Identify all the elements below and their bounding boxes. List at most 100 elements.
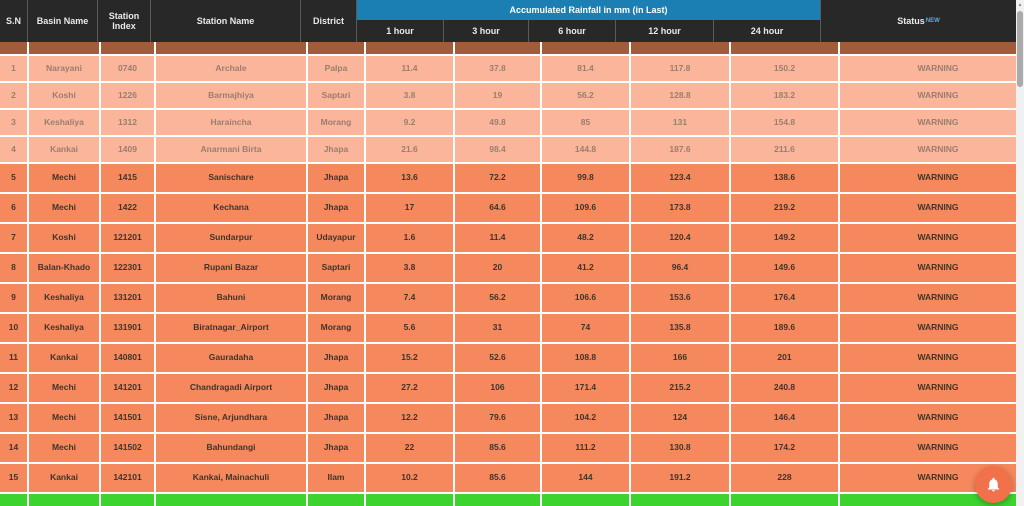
cell-rain-12-hour: 215.2 xyxy=(631,374,729,402)
table-row: 15 Kankai 142101 Kankai, Mainachuli Ilam 10.2… xyxy=(0,464,1024,492)
cell-station-index: 140801 xyxy=(101,344,154,372)
cell-rain-3-hour: 37.8 xyxy=(455,56,540,81)
cell-rain-1-hour: 21.6 xyxy=(366,137,453,162)
cell-rain-3-hour: 31 xyxy=(455,314,540,342)
cell-rain-12-hour: 117.8 xyxy=(631,56,729,81)
cell-rain-24-hour: 150.2 xyxy=(731,56,838,81)
table-row: 3 Keshaliya 1312 Haraincha Morang 9.2 49.8 85 13… xyxy=(0,110,1024,135)
cell-basin-name: Keshaliya xyxy=(29,284,99,312)
cell-sn: 14 xyxy=(0,434,27,462)
cell-station-name: Chandragadi Airport xyxy=(156,374,306,402)
cell-status: WARNING xyxy=(840,374,1024,402)
cell-rain-1-hour: 27.2 xyxy=(366,374,453,402)
cell-rain-24-hour: 228 xyxy=(731,464,838,492)
cell-rain-24-hour: 183.2 xyxy=(731,83,838,108)
cell-rain-6-hour: 74 xyxy=(542,314,629,342)
cell-rain-1-hour: 3.8 xyxy=(366,254,453,282)
cell-district: Saptari xyxy=(308,83,364,108)
cell-status: WARNING xyxy=(840,224,1024,252)
cell-station-name: Kankai, Mainachuli xyxy=(156,464,306,492)
cell-district: Jhapa xyxy=(308,194,364,222)
table-row: 4 Kankai 1409 Anarmani Birta Jhapa 21.6 98.4 14… xyxy=(0,137,1024,162)
cell-station-index: 142101 xyxy=(101,464,154,492)
column-header-basin-name: Basin Name xyxy=(27,0,97,42)
cell-station-name: Archale xyxy=(156,56,306,81)
clipped-cell xyxy=(840,494,1024,506)
cell-district: Jhapa xyxy=(308,137,364,162)
column-header-3-hour: 3 hour xyxy=(443,20,528,42)
cell-basin-name: Mechi xyxy=(29,374,99,402)
cell-basin-name: Koshi xyxy=(29,83,99,108)
column-header-12-hour: 12 hour xyxy=(615,20,713,42)
cell-status: WARNING xyxy=(840,284,1024,312)
cell-district: Jhapa xyxy=(308,434,364,462)
cell-station-index: 1415 xyxy=(101,164,154,192)
cell-station-name: Sisne, Arjundhara xyxy=(156,404,306,432)
clipped-cell xyxy=(308,42,364,54)
scrollbar-up-arrow-icon[interactable]: ▲ xyxy=(1017,2,1023,8)
table-row: 12 Mechi 141201 Chandragadi Airport Jhapa 27.… xyxy=(0,374,1024,402)
cell-rain-6-hour: 41.2 xyxy=(542,254,629,282)
cell-rain-3-hour: 98.4 xyxy=(455,137,540,162)
cell-rain-12-hour: 96.4 xyxy=(631,254,729,282)
cell-rain-6-hour: 109.6 xyxy=(542,194,629,222)
cell-station-index: 1409 xyxy=(101,137,154,162)
cell-rain-3-hour: 56.2 xyxy=(455,284,540,312)
cell-rain-1-hour: 11.4 xyxy=(366,56,453,81)
cell-station-index: 122301 xyxy=(101,254,154,282)
clipped-cell xyxy=(366,42,453,54)
cell-status: WARNING xyxy=(840,56,1024,81)
notifications-fab-button[interactable] xyxy=(975,466,1012,503)
cell-basin-name: Balan-Khado xyxy=(29,254,99,282)
cell-status: WARNING xyxy=(840,164,1024,192)
cell-district: Saptari xyxy=(308,254,364,282)
cell-district: Jhapa xyxy=(308,404,364,432)
cell-sn: 13 xyxy=(0,404,27,432)
vertical-scrollbar[interactable]: ▲ xyxy=(1016,0,1024,506)
cell-rain-24-hour: 211.6 xyxy=(731,137,838,162)
cell-rain-1-hour: 15.2 xyxy=(366,344,453,372)
table-row: 10 Keshaliya 131901 Biratnagar_Airport Moran… xyxy=(0,314,1024,342)
cell-rain-24-hour: 146.4 xyxy=(731,404,838,432)
cell-rain-12-hour: 173.8 xyxy=(631,194,729,222)
cell-district: Morang xyxy=(308,110,364,135)
cell-sn: 15 xyxy=(0,464,27,492)
cell-rain-12-hour: 187.6 xyxy=(631,137,729,162)
cell-district: Jhapa xyxy=(308,344,364,372)
cell-rain-24-hour: 149.6 xyxy=(731,254,838,282)
cell-status: WARNING xyxy=(840,83,1024,108)
clipped-cell xyxy=(731,42,838,54)
cell-station-name: Rupani Bazar xyxy=(156,254,306,282)
column-header-1-hour: 1 hour xyxy=(356,20,443,42)
cell-station-name: Biratnagar_Airport xyxy=(156,314,306,342)
clipped-cell xyxy=(101,42,154,54)
cell-rain-1-hour: 1.6 xyxy=(366,224,453,252)
table-header: S.N Basin Name Station Index Station Nam… xyxy=(0,0,1016,42)
cell-sn: 12 xyxy=(0,374,27,402)
cell-rain-12-hour: 153.6 xyxy=(631,284,729,312)
cell-rain-3-hour: 64.6 xyxy=(455,194,540,222)
table-row: 1 Narayani 0740 Archale Palpa 11.4 37.8 81.4 117… xyxy=(0,56,1024,81)
cell-rain-24-hour: 201 xyxy=(731,344,838,372)
cell-status: WARNING xyxy=(840,110,1024,135)
cell-rain-12-hour: 166 xyxy=(631,344,729,372)
cell-rain-24-hour: 138.6 xyxy=(731,164,838,192)
table-row: 8 Balan-Khado 122301 Rupani Bazar Saptari 3.8… xyxy=(0,254,1024,282)
column-header-sn: S.N xyxy=(5,16,21,26)
cell-rain-6-hour: 111.2 xyxy=(542,434,629,462)
cell-sn: 8 xyxy=(0,254,27,282)
clipped-cell xyxy=(156,42,306,54)
cell-sn: 1 xyxy=(0,56,27,81)
cell-rain-3-hour: 85.6 xyxy=(455,464,540,492)
cell-rain-12-hour: 128.8 xyxy=(631,83,729,108)
cell-rain-12-hour: 131 xyxy=(631,110,729,135)
partially-scrolled-row-top xyxy=(0,42,1024,54)
cell-basin-name: Narayani xyxy=(29,56,99,81)
table-row: 14 Mechi 141502 Bahundangi Jhapa 22 85.6 111.2 1… xyxy=(0,434,1024,462)
cell-rain-6-hour: 108.8 xyxy=(542,344,629,372)
scrollbar-thumb[interactable] xyxy=(1017,11,1023,87)
cell-station-name: Haraincha xyxy=(156,110,306,135)
cell-rain-12-hour: 191.2 xyxy=(631,464,729,492)
clipped-cell xyxy=(0,494,27,506)
cell-rain-6-hour: 56.2 xyxy=(542,83,629,108)
